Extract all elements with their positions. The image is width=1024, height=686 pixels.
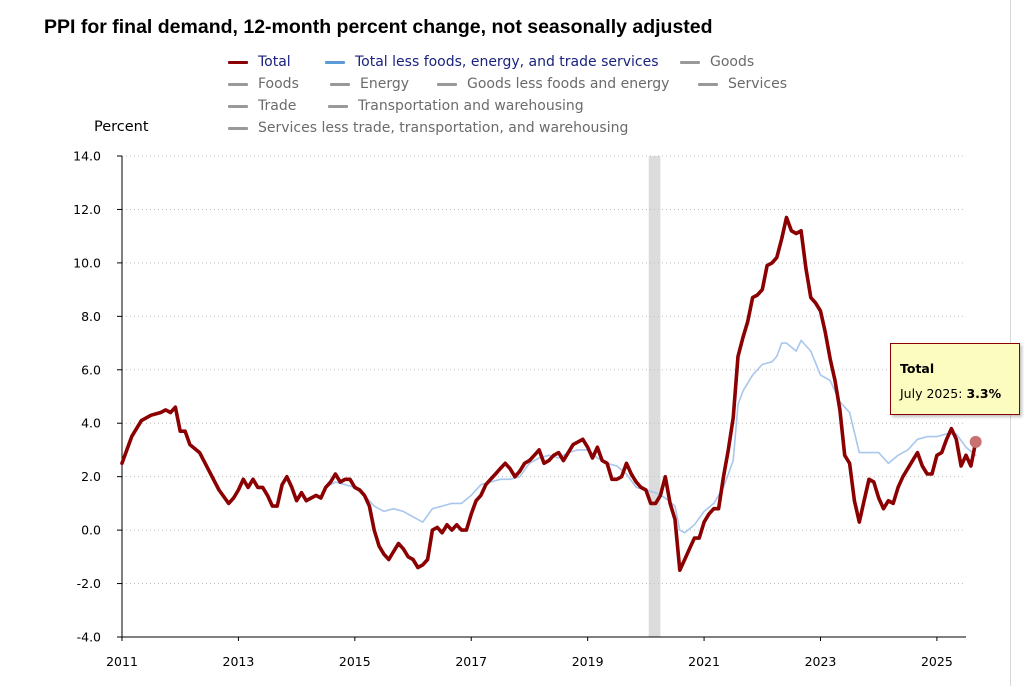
series-line-total	[120, 215, 978, 572]
y-tick-label: 4.0	[81, 416, 101, 431]
legend-item-energy[interactable]: Energy	[330, 74, 409, 94]
legend-label: Total less foods, energy, and trade serv…	[355, 54, 659, 70]
legend-label: Total	[258, 54, 291, 70]
legend-label: Trade	[258, 98, 297, 114]
legend-label: Energy	[360, 76, 410, 92]
y-tick-label: -2.0	[77, 576, 101, 591]
x-tick-label: 2017	[455, 654, 487, 669]
legend-swatch	[228, 60, 248, 64]
legend-item-goods[interactable]: Goods	[680, 52, 754, 72]
y-tick-label: 2.0	[81, 469, 101, 484]
legend-swatch	[228, 104, 248, 108]
y-tick-label: 12.0	[73, 202, 101, 217]
recession-band	[648, 156, 661, 637]
legend-label: Goods less foods and energy	[467, 76, 670, 92]
y-axis-label: Percent	[94, 119, 149, 135]
legend-label: Services less trade, transportation, and…	[258, 120, 629, 136]
legend-item-services-less-trade-transportation-and-warehousing[interactable]: Services less trade, transportation, and…	[228, 118, 628, 138]
tooltip: Total July 2025: 3.3%	[890, 343, 1020, 415]
legend-swatch	[325, 60, 345, 64]
y-tick-label: 0.0	[81, 523, 101, 538]
legend-label: Goods	[710, 54, 755, 70]
y-tick-label: 10.0	[73, 255, 101, 270]
chart-title: PPI for final demand, 12-month percent c…	[44, 16, 713, 38]
legend-label: Services	[728, 76, 788, 92]
legend-label: Foods	[258, 76, 299, 92]
x-tick-label: 2015	[339, 654, 371, 669]
legend-swatch	[680, 60, 700, 64]
x-tick-label: 2011	[106, 654, 138, 669]
highlight-point	[969, 435, 982, 448]
legend-item-foods[interactable]: Foods	[228, 74, 299, 94]
x-tick-label: 2021	[688, 654, 720, 669]
legend-swatch	[698, 82, 718, 86]
legend-swatch	[328, 104, 348, 108]
legend-swatch	[330, 82, 350, 86]
y-tick-label: 6.0	[81, 362, 101, 377]
legend-item-services[interactable]: Services	[698, 74, 787, 94]
tooltip-value: 3.3%	[966, 386, 1002, 401]
x-tick-label: 2023	[805, 654, 837, 669]
legend-swatch	[228, 82, 248, 86]
x-tick-label: 2019	[572, 654, 604, 669]
legend-swatch	[437, 82, 457, 86]
x-tick-label: 2013	[223, 654, 255, 669]
legend-item-total[interactable]: Total	[228, 52, 291, 72]
legend-swatch	[228, 126, 248, 130]
tooltip-label: July 2025:	[900, 386, 967, 401]
tooltip-title: Total	[900, 361, 935, 376]
legend-label: Transportation and warehousing	[358, 98, 584, 114]
y-tick-label: 14.0	[73, 149, 101, 164]
y-tick-label: -4.0	[77, 630, 101, 645]
legend-item-total-less-foods-energy-and-trade-services[interactable]: Total less foods, energy, and trade serv…	[325, 52, 659, 72]
legend-item-goods-less-foods-and-energy[interactable]: Goods less foods and energy	[437, 74, 669, 94]
tooltip-body: July 2025: 3.3%	[900, 386, 1001, 401]
y-tick-label: 8.0	[81, 309, 101, 324]
x-tick-label: 2025	[921, 654, 953, 669]
legend-item-trade[interactable]: Trade	[228, 96, 296, 116]
legend-item-transportation-and-warehousing[interactable]: Transportation and warehousing	[328, 96, 584, 116]
